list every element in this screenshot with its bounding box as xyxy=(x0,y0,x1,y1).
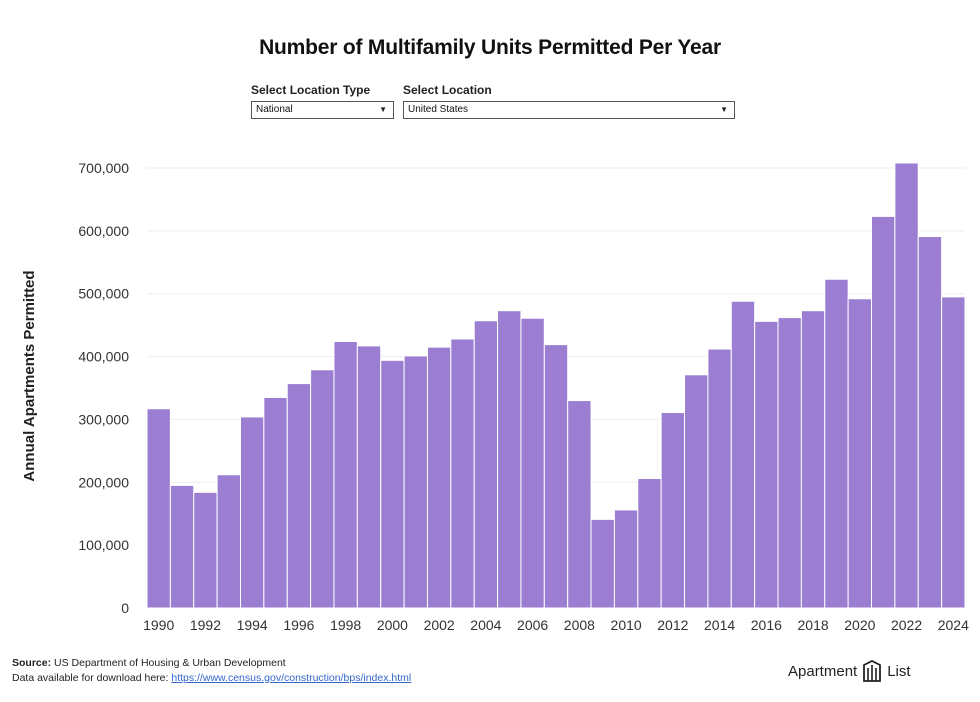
bar-2001[interactable] xyxy=(403,355,428,609)
bar-2013[interactable] xyxy=(684,374,709,609)
y-tick-label: 500,000 xyxy=(78,286,129,302)
bar-2006[interactable] xyxy=(520,317,545,609)
location-type-value: National xyxy=(256,104,293,115)
bar-2003[interactable] xyxy=(450,338,475,609)
bar-2014[interactable] xyxy=(707,348,732,609)
x-tick-label: 2010 xyxy=(611,617,642,633)
chart-title: Number of Multifamily Units Permitted Pe… xyxy=(259,36,721,59)
location-type-label: Select Location Type xyxy=(251,83,371,97)
y-tick-label: 600,000 xyxy=(78,223,129,239)
bar-1995[interactable] xyxy=(263,396,288,609)
x-tick-label: 2018 xyxy=(798,617,829,633)
bar-1990[interactable] xyxy=(146,408,171,609)
x-tick-label: 1992 xyxy=(190,617,221,633)
bar-2019[interactable] xyxy=(824,278,849,609)
chevron-down-icon: ▼ xyxy=(720,105,728,114)
bar-1991[interactable] xyxy=(169,484,195,609)
bar-2021[interactable] xyxy=(871,215,896,609)
y-axis-label: Annual Apartments Permitted xyxy=(21,270,38,481)
location-select[interactable]: United States ▼ xyxy=(403,101,735,119)
bar-2004[interactable] xyxy=(473,320,499,609)
x-tick-label: 2022 xyxy=(891,617,922,633)
bar-1992[interactable] xyxy=(193,491,218,609)
bar-1996[interactable] xyxy=(286,383,312,609)
location-value: United States xyxy=(408,104,469,115)
x-tick-label: 2004 xyxy=(470,617,501,633)
bar-2010[interactable] xyxy=(613,509,639,609)
download-text: Data available for download here: xyxy=(12,672,169,684)
y-tick-label: 300,000 xyxy=(78,411,129,427)
y-tick-label: 100,000 xyxy=(78,537,129,553)
bar-2018[interactable] xyxy=(800,310,826,609)
brand-name-right: List xyxy=(887,662,911,680)
bar-2020[interactable] xyxy=(847,298,873,609)
x-tick-label: 2014 xyxy=(704,617,735,633)
x-tick-label: 2016 xyxy=(751,617,782,633)
brand-logo: Apartment List xyxy=(788,658,911,684)
bar-2024[interactable] xyxy=(941,296,966,609)
download-line: Data available for download here: https:… xyxy=(12,672,411,684)
bar-2002[interactable] xyxy=(426,346,452,609)
chevron-down-icon: ▼ xyxy=(379,105,387,114)
bar-2023[interactable] xyxy=(917,236,943,609)
source-line: Source: US Department of Housing & Urban… xyxy=(12,657,286,669)
bar-1993[interactable] xyxy=(216,474,241,609)
bar-2008[interactable] xyxy=(567,400,592,609)
bar-2015[interactable] xyxy=(730,300,756,609)
bar-1997[interactable] xyxy=(310,369,335,609)
source-label: Source: xyxy=(12,657,52,669)
bars xyxy=(146,162,966,609)
y-tick-label: 400,000 xyxy=(78,349,129,365)
x-tick-label: 2024 xyxy=(938,617,969,633)
x-tick-label: 1998 xyxy=(330,617,361,633)
bar-2007[interactable] xyxy=(543,344,569,609)
bar-chart: 0 100,000 200,000 300,000 400,000 500,000 600,… xyxy=(21,160,969,633)
brand-name-left: Apartment xyxy=(788,662,858,680)
x-tick-label: 2006 xyxy=(517,617,548,633)
bar-2011[interactable] xyxy=(637,478,662,609)
x-axis-ticks: 1990 1992 1994 1996 1998 2000 2002 2004 2006 2008… xyxy=(143,617,969,633)
location-type-select[interactable]: National ▼ xyxy=(251,101,394,119)
bar-2000[interactable] xyxy=(380,359,405,609)
apartment-list-logo-icon xyxy=(863,659,882,682)
x-tick-label: 2012 xyxy=(657,617,688,633)
x-tick-label: 2020 xyxy=(844,617,875,633)
y-tick-label: 0 xyxy=(121,600,129,616)
x-tick-label: 2002 xyxy=(424,617,455,633)
bar-2012[interactable] xyxy=(660,412,686,609)
bar-1998[interactable] xyxy=(333,340,358,609)
y-tick-label: 200,000 xyxy=(78,474,129,490)
download-link[interactable]: https://www.census.gov/construction/bps/… xyxy=(171,672,412,684)
bar-1999[interactable] xyxy=(356,345,382,609)
y-tick-label: 700,000 xyxy=(78,160,129,176)
x-tick-label: 1996 xyxy=(283,617,314,633)
x-tick-label: 2008 xyxy=(564,617,595,633)
source-text: US Department of Housing & Urban Develop… xyxy=(54,657,286,669)
bar-2017[interactable] xyxy=(777,317,802,609)
bar-2005[interactable] xyxy=(497,310,522,609)
bar-1994[interactable] xyxy=(239,416,265,609)
x-tick-label: 2000 xyxy=(377,617,408,633)
y-axis-ticks: 0 100,000 200,000 300,000 400,000 500,000 600,… xyxy=(78,160,129,616)
x-tick-label: 1990 xyxy=(143,617,174,633)
location-label: Select Location xyxy=(403,83,492,97)
bar-2016[interactable] xyxy=(754,320,779,609)
bar-2022[interactable] xyxy=(894,162,919,609)
x-tick-label: 1994 xyxy=(237,617,268,633)
bar-2009[interactable] xyxy=(590,518,615,609)
